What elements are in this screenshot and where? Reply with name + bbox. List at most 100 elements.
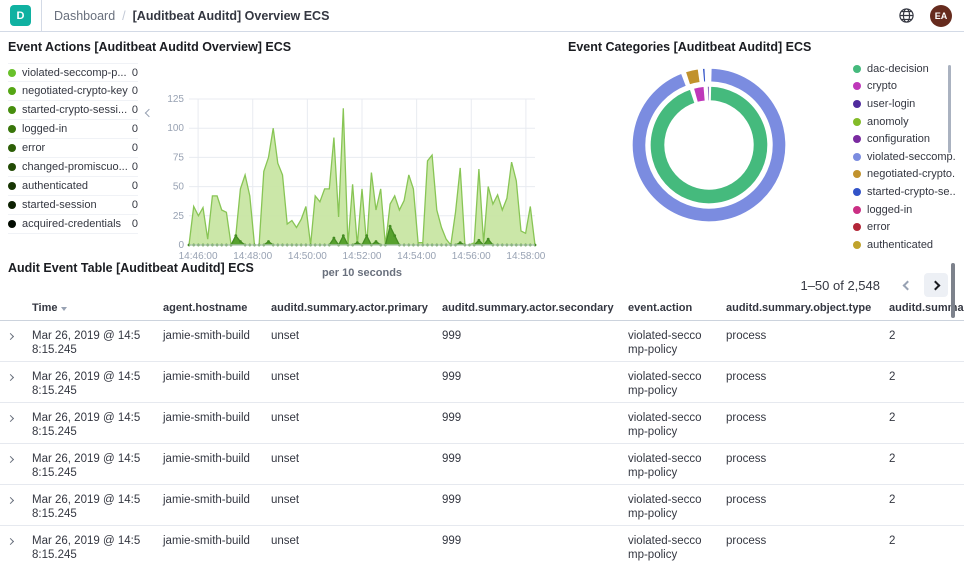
legend-color-dot: [8, 87, 16, 95]
legend-item-user-login[interactable]: user-login: [853, 95, 955, 113]
legend-item-logged-in[interactable]: logged-in 0: [8, 120, 138, 139]
legend-value: 0: [131, 104, 138, 116]
legend-color-dot: [853, 135, 861, 144]
table-cell: violated-seccomp-policy: [620, 361, 718, 403]
donut-slice[interactable]: [706, 85, 711, 102]
table-row: Mar 26, 2019 @ 14:58:15.245 jamie-smith-b…: [0, 443, 964, 485]
svg-text:14:48:00: 14:48:00: [233, 251, 272, 262]
table-cell: process: [718, 484, 881, 526]
donut-slice[interactable]: [692, 85, 707, 104]
user-avatar[interactable]: EA: [930, 4, 952, 27]
table-cell: Mar 26, 2019 @ 14:58:15.245: [24, 361, 155, 403]
table-cell: 999: [434, 320, 620, 362]
panel-event-actions: Event Actions [Auditbeat Auditd Overview…: [0, 33, 560, 279]
svg-text:14:52:00: 14:52:00: [343, 251, 382, 262]
table-cell: unset: [263, 361, 434, 403]
panel-event-categories-title: Event Categories [Auditbeat Auditd] ECS: [568, 40, 812, 54]
table-vertical-scrollbar[interactable]: [951, 263, 955, 318]
donut-slice[interactable]: [631, 67, 787, 223]
legend-item-error[interactable]: error 0: [8, 139, 138, 158]
legend-item-crypto[interactable]: crypto: [853, 78, 955, 96]
legend-color-dot: [853, 223, 861, 232]
column-header-time[interactable]: Time: [24, 298, 155, 321]
donut-slice[interactable]: [701, 67, 707, 83]
table-row: Mar 26, 2019 @ 14:58:15.245 jamie-smith-b…: [0, 525, 964, 561]
chevron-right-icon: [6, 332, 15, 341]
pagination-next-button[interactable]: [924, 273, 948, 297]
legend-item-configuration[interactable]: configuration: [853, 130, 955, 148]
legend-item-violated-seccomp[interactable]: violated-seccomp...: [853, 148, 955, 166]
legend-item-changed-promiscuo[interactable]: changed-promiscuo... 0: [8, 158, 138, 177]
column-header-auditd-summary-actor-secondary[interactable]: auditd.summary.actor.secondary: [434, 298, 620, 321]
table-cell: 2: [881, 443, 964, 485]
column-header-auditd-summary-object-type[interactable]: auditd.summary.object.type: [718, 298, 881, 321]
legend-item-violated-seccomp-p[interactable]: violated-seccomp-p... 0: [8, 63, 138, 82]
table-cell: Mar 26, 2019 @ 14:58:15.245: [24, 402, 155, 444]
table-cell: 2: [881, 320, 964, 362]
row-expander-button[interactable]: [0, 484, 24, 526]
legend-item-started-session[interactable]: started-session 0: [8, 196, 138, 215]
deployment-logo[interactable]: D: [10, 5, 31, 26]
table-cell: unset: [263, 443, 434, 485]
table-cell: 999: [434, 484, 620, 526]
donut-slice[interactable]: [684, 67, 702, 86]
legend-item-authenticated[interactable]: authenticated 0: [8, 177, 138, 196]
legend-label: error: [867, 221, 891, 234]
row-expander-button[interactable]: [0, 320, 24, 362]
legend-label: dac-decision: [867, 62, 929, 75]
legend-label: negotiated-crypto...: [867, 168, 955, 181]
table-cell: 2: [881, 402, 964, 444]
legend-value: 0: [131, 199, 138, 211]
table-cell: unset: [263, 484, 434, 526]
column-header-agent-hostname[interactable]: agent.hostname: [155, 298, 263, 321]
legend-item-logged-in[interactable]: logged-in: [853, 201, 955, 219]
row-expander-button[interactable]: [0, 402, 24, 444]
audit-event-table: Time agent.hostname auditd.summary.actor.p…: [0, 298, 964, 561]
table-row: Mar 26, 2019 @ 14:58:15.245 jamie-smith-b…: [0, 320, 964, 362]
legend-color-dot: [8, 182, 16, 190]
sort-desc-icon: [61, 307, 68, 311]
legend-label: anomoly: [867, 115, 909, 128]
legend-collapse-icon[interactable]: [144, 103, 154, 121]
event-categories-legend: dac-decision crypto user-login anomoly confi…: [853, 60, 955, 254]
legend-item-started-crypto-se[interactable]: started-crypto-se...: [853, 183, 955, 201]
legend-color-dot: [8, 201, 16, 209]
legend-scrollbar[interactable]: [948, 65, 951, 153]
legend-item-negotiated-crypto-key[interactable]: negotiated-crypto-key 0: [8, 82, 138, 101]
legend-item-negotiated-crypto[interactable]: negotiated-crypto...: [853, 166, 955, 184]
legend-item-authenticated[interactable]: authenticated: [853, 236, 955, 254]
legend-color-dot: [853, 152, 861, 161]
table-cell: violated-seccomp-policy: [620, 484, 718, 526]
panel-event-categories: Event Categories [Auditbeat Auditd] ECS …: [565, 33, 964, 252]
row-expander-button[interactable]: [0, 361, 24, 403]
legend-label: started-crypto-se...: [867, 185, 955, 198]
table-body: Mar 26, 2019 @ 14:58:15.245 jamie-smith-b…: [0, 320, 964, 561]
legend-item-anomoly[interactable]: anomoly: [853, 113, 955, 131]
legend-color-dot: [853, 64, 861, 73]
topbar-divider: [41, 0, 42, 32]
svg-text:75: 75: [173, 152, 185, 163]
legend-color-dot: [8, 144, 16, 152]
row-expander-button[interactable]: [0, 443, 24, 485]
svg-text:50: 50: [173, 182, 185, 193]
donut-slice[interactable]: [649, 85, 769, 205]
legend-item-acquired-credentials[interactable]: acquired-credentials 0: [8, 215, 138, 234]
breadcrumb-dashboard[interactable]: Dashboard: [54, 8, 116, 23]
table-cell: violated-seccomp-policy: [620, 320, 718, 362]
table-cell: process: [718, 443, 881, 485]
column-header-auditd-summary-actor-primary[interactable]: auditd.summary.actor.primary: [263, 298, 434, 321]
pagination-prev-button[interactable]: [894, 273, 918, 297]
column-header-event-action[interactable]: event.action: [620, 298, 718, 321]
globe-icon[interactable]: [896, 6, 916, 26]
row-expander-button[interactable]: [0, 525, 24, 561]
legend-value: 0: [131, 142, 138, 154]
legend-value: 0: [131, 161, 138, 173]
legend-item-dac-decision[interactable]: dac-decision: [853, 60, 955, 78]
legend-value: 0: [131, 66, 138, 79]
legend-value: 0: [131, 218, 138, 230]
column-header-auditd-summary[interactable]: auditd.summary: [881, 298, 964, 321]
table-cell: 2: [881, 361, 964, 403]
legend-item-started-crypto-sessi[interactable]: started-crypto-sessi... 0: [8, 101, 138, 120]
legend-color-dot: [853, 82, 861, 91]
legend-item-error[interactable]: error: [853, 218, 955, 236]
